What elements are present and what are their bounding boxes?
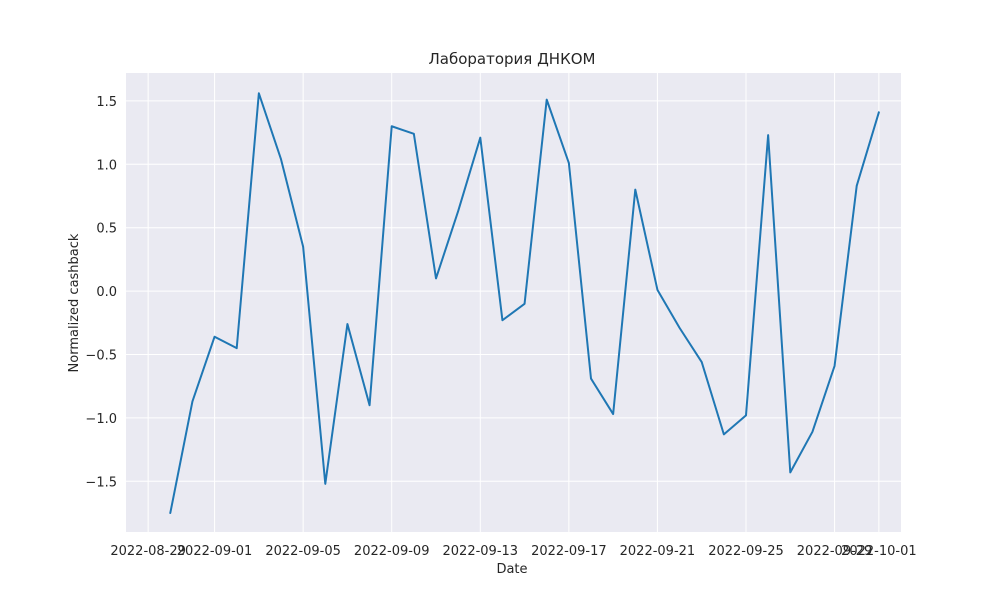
data-point: [524, 303, 526, 305]
data-point: [501, 319, 503, 321]
x-tick-label: 2022-09-13: [443, 544, 519, 559]
y-tick-label: 0.0: [96, 285, 117, 300]
y-tick-label: 1.5: [96, 95, 117, 110]
data-point: [369, 404, 371, 406]
y-tick-label: −1.5: [85, 475, 117, 490]
x-tick-label: 2022-09-25: [708, 544, 784, 559]
data-point: [679, 327, 681, 329]
x-tick-label: 2022-09-01: [177, 544, 253, 559]
y-grid: [126, 100, 901, 482]
data-point: [324, 483, 326, 485]
x-tick-label: 2022-09-09: [354, 544, 430, 559]
y-tick-labels: −1.5 −1.0 −0.5 0.0 0.5 1.0 1.5: [85, 95, 117, 490]
y-tick-label: 0.5: [96, 222, 117, 237]
data-point: [479, 137, 481, 139]
data-point: [568, 162, 570, 164]
data-point: [745, 414, 747, 416]
data-point: [214, 336, 216, 338]
data-point: [811, 431, 813, 433]
x-tick-label: 2022-10-01: [841, 544, 917, 559]
data-point: [169, 512, 171, 514]
data-point: [546, 99, 548, 101]
y-tick-label: 1.0: [96, 158, 117, 173]
x-tick-label: 2022-09-17: [531, 544, 607, 559]
data-point: [236, 347, 238, 349]
series-line: [169, 92, 880, 514]
data-point: [413, 133, 415, 135]
plot-area: [126, 73, 901, 532]
y-axis-label: Normalized cashback: [67, 233, 82, 372]
data-point: [391, 125, 393, 127]
data-point: [435, 277, 437, 279]
data-point: [612, 413, 614, 415]
x-axis-label: Date: [496, 562, 527, 577]
data-point: [302, 246, 304, 248]
data-point: [457, 210, 459, 212]
data-point: [590, 378, 592, 380]
x-tick-label: 2022-09-29: [797, 544, 873, 559]
data-point: [258, 92, 260, 94]
data-point: [878, 111, 880, 113]
data-point: [191, 400, 193, 402]
data-point: [656, 289, 658, 291]
x-tick-label: 2022-09-05: [265, 544, 341, 559]
data-point: [789, 471, 791, 473]
data-point: [834, 365, 836, 367]
data-point: [723, 433, 725, 435]
data-point: [856, 185, 858, 187]
data-point: [346, 323, 348, 325]
x-tick-label: 2022-09-21: [620, 544, 696, 559]
y-tick-label: −1.0: [85, 412, 117, 427]
data-point: [634, 189, 636, 191]
x-grid: [147, 73, 880, 532]
x-tick-label: 2022-08-29: [110, 544, 186, 559]
series-layer: [169, 92, 880, 514]
data-point: [280, 158, 282, 160]
data-point: [701, 361, 703, 363]
data-point: [767, 134, 769, 136]
chart-title: Лаборатория ДНКОМ: [429, 50, 596, 68]
y-tick-label: −0.5: [85, 348, 117, 363]
